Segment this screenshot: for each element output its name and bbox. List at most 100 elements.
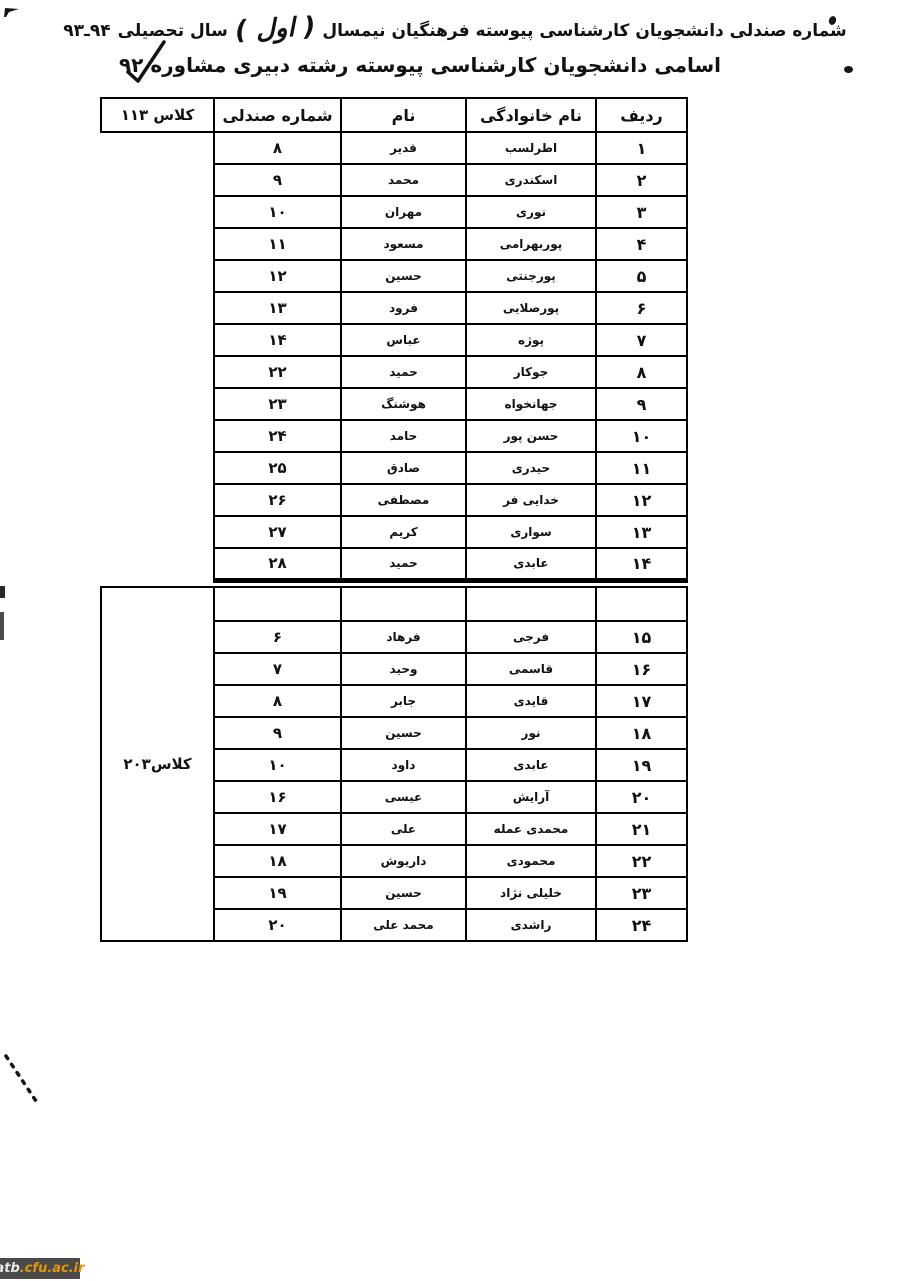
table-row: ۱۳ سواری کریم ۲۷ — [101, 515, 688, 549]
table-row: ۸ جوکار حمید ۲۲ — [101, 355, 688, 389]
cell-seat-number: ۱۷ — [213, 812, 342, 846]
cell-row-number: ۲۰ — [595, 780, 688, 814]
empty-row: کلاس۲۰۳ — [100, 586, 688, 942]
title-line1-prefix: شماره صندلی دانشجویان کارشناسی پیوسته فر… — [322, 21, 847, 41]
table-row: ۳ نوری مهران ۱۰ — [101, 195, 688, 229]
cell-last-name: محمدی عمله — [465, 812, 597, 846]
cell-last-name: جهانخواه — [465, 387, 597, 421]
cell-row-number: ۱ — [595, 131, 688, 165]
class-label-cell: کلاس۲۰۳ — [100, 586, 215, 942]
cell-seat-number: ۲۳ — [213, 387, 342, 421]
class-label-cell: کلاس ۱۱۳ — [100, 97, 215, 133]
cell-first-name: محمد علی — [340, 908, 467, 942]
empty-cell — [465, 586, 597, 622]
cell-row-number: ۱۰ — [595, 419, 688, 453]
cell-first-name: محمد — [340, 163, 467, 197]
column-header-1: نام خانوادگی — [465, 97, 597, 133]
table-row: ۱۵ فرجی فرهاد ۶ — [101, 620, 688, 654]
watermark-prefix: atb — [0, 1261, 20, 1276]
cell-first-name: قدیر — [340, 131, 467, 165]
cell-last-name: حیدری — [465, 451, 597, 485]
table-row: ۵ پورجنتی حسین ۱۲ — [101, 259, 688, 293]
cell-seat-number: ۱۴ — [213, 323, 342, 357]
table-row: ۱۱ حیدری صادق ۲۵ — [101, 451, 688, 485]
document-title-line2: اسامی دانشجویان کارشناسی پیوسته رشته دبی… — [118, 53, 722, 77]
cell-row-number: ۱۹ — [595, 748, 688, 782]
cell-first-name: داریوش — [340, 844, 467, 878]
table-row: ۹ جهانخواه هوشنگ ۲۳ — [101, 387, 688, 421]
table-row: ۶ پورصلایی فرود ۱۳ — [101, 291, 688, 325]
cell-seat-number: ۱۲ — [213, 259, 342, 293]
table-row: ۲۲ محمودی داریوش ۱۸ — [101, 844, 688, 878]
table-row: ۱۸ نور حسین ۹ — [101, 716, 688, 750]
cell-row-number: ۲۱ — [595, 812, 688, 846]
cell-seat-number: ۲۲ — [213, 355, 342, 389]
cell-seat-number: ۱۸ — [213, 844, 342, 878]
cell-last-name: راشدی — [465, 908, 597, 942]
cell-seat-number: ۱۰ — [213, 195, 342, 229]
cell-row-number: ۱۴ — [595, 547, 688, 583]
cell-row-number: ۴ — [595, 227, 688, 261]
cell-seat-number: ۸ — [213, 684, 342, 718]
cell-seat-number: ۹ — [213, 163, 342, 197]
cell-row-number: ۱۱ — [595, 451, 688, 485]
cell-last-name: قاسمی — [465, 652, 597, 686]
cell-row-number: ۶ — [595, 291, 688, 325]
cell-first-name: وحید — [340, 652, 467, 686]
cell-seat-number: ۸ — [213, 131, 342, 165]
seating-table-class-113: ردیف نام خانوادگی نام شماره صندلی کلاس ۱۱۳ ۱ ا… — [100, 97, 688, 583]
cell-row-number: ۳ — [595, 195, 688, 229]
watermark-suffix: .cfu.ac.ir — [19, 1261, 85, 1276]
cell-seat-number: ۷ — [213, 652, 342, 686]
cell-first-name: عیسی — [340, 780, 467, 814]
cell-last-name: حسن پور — [465, 419, 597, 453]
table-row: ۲ اسکندری محمد ۹ — [101, 163, 688, 197]
table-row: ۱۶ قاسمی وحید ۷ — [101, 652, 688, 686]
checkmark-icon — [126, 40, 166, 83]
empty-cell — [340, 586, 467, 622]
empty-cell — [595, 586, 688, 622]
cell-last-name: سواری — [465, 515, 597, 549]
cell-seat-number: ۱۱ — [213, 227, 342, 261]
column-header-2: نام — [340, 97, 467, 133]
cell-seat-number: ۲۴ — [213, 419, 342, 453]
scan-edge-mark — [0, 612, 4, 640]
cell-first-name: فرود — [340, 291, 467, 325]
cell-row-number: ۸ — [595, 355, 688, 389]
cell-first-name: حسین — [340, 259, 467, 293]
seating-table-class-203: کلاس۲۰۳ ۱۵ فرجی فرهاد ۶ ۱۶ قاسمی وحید ۷ ۱۷ قایدی جا… — [100, 586, 688, 942]
cell-last-name: پورجنتی — [465, 259, 597, 293]
cell-first-name: حسین — [340, 876, 467, 910]
ink-dot — [844, 66, 853, 73]
table-row: ۲۳ خلیلی نژاد حسین ۱۹ — [101, 876, 688, 910]
site-watermark: atb.cfu.ac.ir — [0, 1258, 85, 1279]
column-header-0: ردیف — [595, 97, 688, 133]
cell-last-name: خلیلی نژاد — [465, 876, 597, 910]
cell-first-name: کریم — [340, 515, 467, 549]
cell-first-name: صادق — [340, 451, 467, 485]
academic-year: ۹۳ـ۹۴ — [63, 21, 111, 41]
cell-last-name: اسکندری — [465, 163, 597, 197]
cell-first-name: داود — [340, 748, 467, 782]
document-title-line1: شماره صندلی دانشجویان کارشناسی پیوسته فر… — [55, 12, 855, 46]
cell-last-name: خدایی فر — [465, 483, 597, 517]
cell-seat-number: ۲۵ — [213, 451, 342, 485]
cell-first-name: حامد — [340, 419, 467, 453]
cell-first-name: حمید — [340, 547, 467, 583]
handwritten-semester-term: ( اول ) — [234, 11, 317, 47]
cell-seat-number: ۱۹ — [213, 876, 342, 910]
table-row: ۱۴ عابدی حمید ۲۸ — [101, 547, 688, 583]
cell-last-name: آرایش — [465, 780, 597, 814]
cell-row-number: ۲۲ — [595, 844, 688, 878]
cell-last-name: پوژه — [465, 323, 597, 357]
cell-seat-number: ۹ — [213, 716, 342, 750]
cell-last-name: اطرلسب — [465, 131, 597, 165]
cell-row-number: ۷ — [595, 323, 688, 357]
cell-row-number: ۱۸ — [595, 716, 688, 750]
cell-last-name: پورصلایی — [465, 291, 597, 325]
cell-row-number: ۱۳ — [595, 515, 688, 549]
cell-first-name: حسین — [340, 716, 467, 750]
cell-first-name: جابر — [340, 684, 467, 718]
column-header-3: شماره صندلی — [213, 97, 342, 133]
